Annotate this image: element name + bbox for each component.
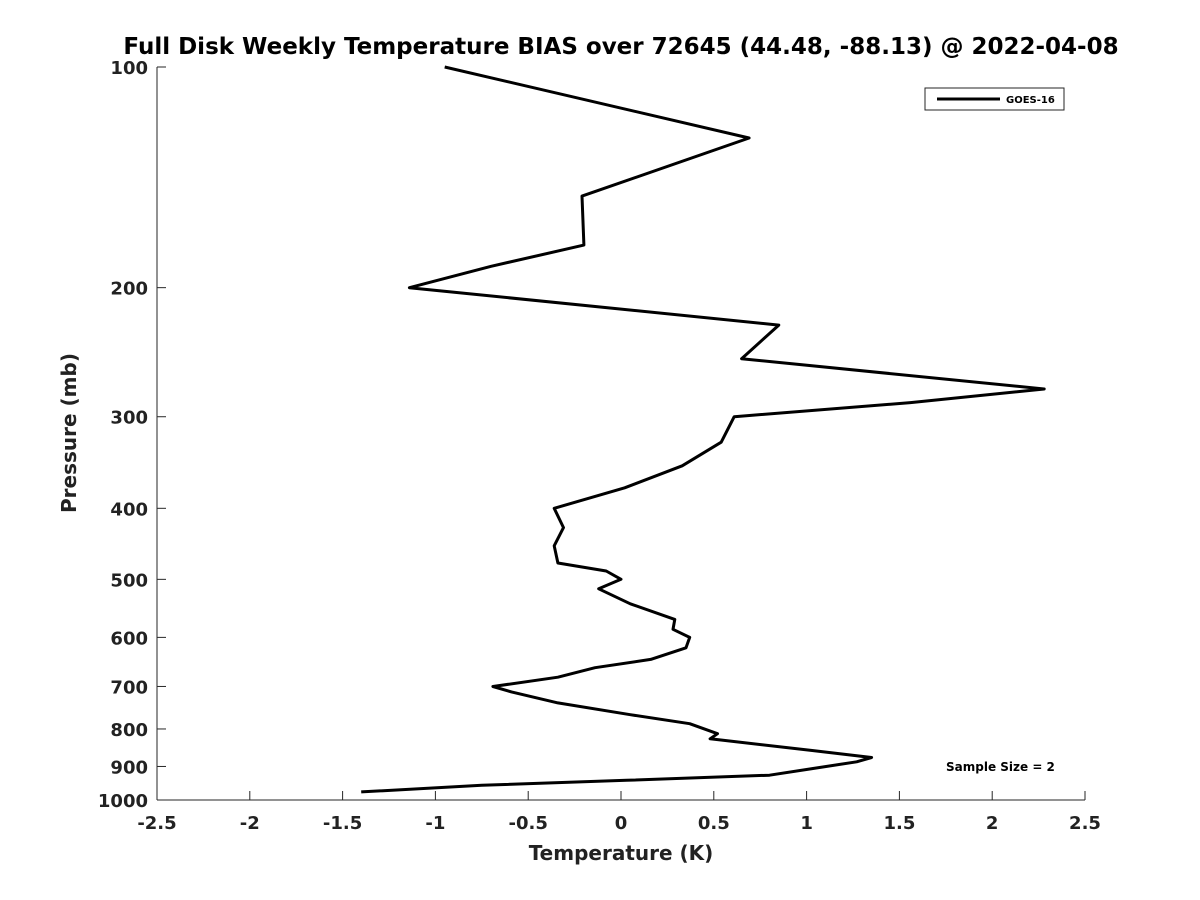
x-axis-label: Temperature (K) bbox=[529, 841, 714, 865]
x-tick-label: 0.5 bbox=[698, 813, 730, 834]
sample-size-annotation: Sample Size = 2 bbox=[946, 760, 1055, 774]
x-tick-label: -2.5 bbox=[137, 813, 176, 834]
y-tick-label: 500 bbox=[110, 570, 148, 591]
x-tick-label: -1.5 bbox=[323, 813, 362, 834]
y-tick-label: 100 bbox=[110, 58, 148, 79]
x-ticks: -2.5 -2 -1.5 -1 -0.5 0 0.5 1 1.5 2 2.5 bbox=[137, 791, 1101, 834]
y-tick-label: 700 bbox=[110, 677, 148, 698]
x-tick-label: -0.5 bbox=[509, 813, 548, 834]
x-tick-label: 2 bbox=[986, 813, 999, 834]
y-tick-label: 600 bbox=[110, 628, 148, 649]
x-tick-label: -1 bbox=[425, 813, 445, 834]
y-tick-label: 200 bbox=[110, 279, 148, 300]
series-line-goes-16 bbox=[361, 65, 1046, 794]
plot-area bbox=[157, 67, 1085, 800]
y-ticks: 100 200 300 400 500 600 700 800 900 1000 bbox=[98, 58, 166, 812]
x-tick-label: 1.5 bbox=[883, 813, 915, 834]
x-tick-label: -2 bbox=[240, 813, 260, 834]
y-tick-label: 800 bbox=[110, 720, 148, 741]
y-tick-label: 900 bbox=[110, 757, 148, 778]
x-tick-label: 0 bbox=[615, 813, 628, 834]
chart-title: Full Disk Weekly Temperature BIAS over 7… bbox=[123, 34, 1118, 60]
y-tick-label: 300 bbox=[110, 408, 148, 429]
y-tick-label: 1000 bbox=[98, 791, 148, 812]
legend-label-goes-16: GOES-16 bbox=[1006, 95, 1055, 106]
y-axis-label: Pressure (mb) bbox=[57, 353, 81, 513]
series-layer bbox=[361, 65, 1046, 794]
x-tick-label: 1 bbox=[800, 813, 813, 834]
legend: GOES-16 bbox=[924, 87, 1065, 111]
x-tick-label: 2.5 bbox=[1069, 813, 1101, 834]
y-tick-label: 400 bbox=[110, 499, 148, 520]
